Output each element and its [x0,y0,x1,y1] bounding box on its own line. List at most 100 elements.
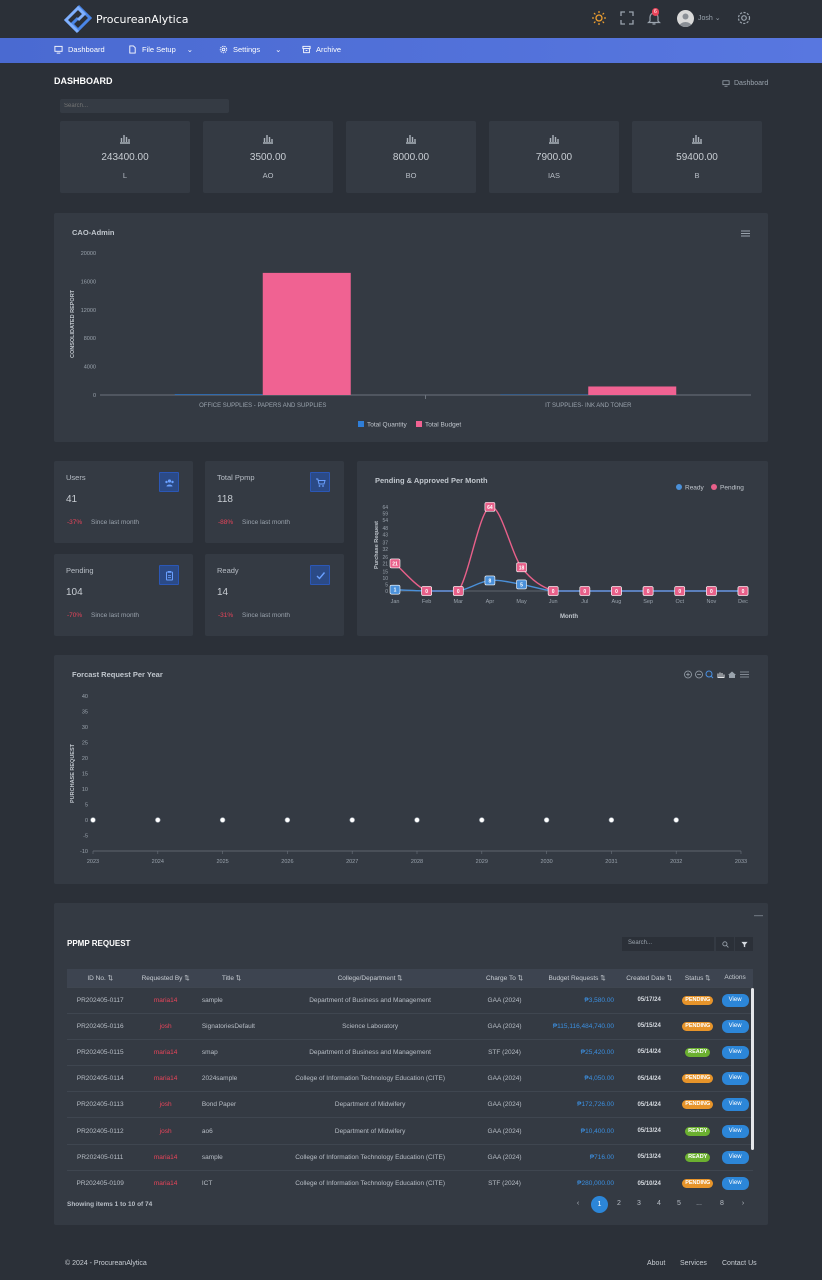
bar [588,386,677,395]
theme-toggle-icon[interactable] [591,10,607,26]
data-point [608,817,615,823]
kpi-since: Since last month [91,519,140,526]
nav-archive[interactable]: Archive [302,45,341,54]
fullscreen-icon[interactable] [619,10,635,26]
data-point [706,586,717,596]
nav-settings-label: Settings [233,45,261,54]
column-header[interactable]: Status ⇅ [678,969,718,987]
nav-file-setup[interactable]: File Setup ⌄ [128,45,193,54]
department-cell: Department of Business and Management [265,986,475,1014]
table-row[interactable]: PR202405-0109 maria14 ICT College of Inform… [67,1169,753,1197]
x-tick-label: 2030 [540,859,552,865]
avatar[interactable] [677,10,694,27]
table-row[interactable]: PR202405-0117 maria14 sample Department of … [67,986,753,1014]
search-button[interactable] [716,937,734,951]
page-button[interactable]: 5 [677,1200,681,1207]
footer-link-about[interactable]: About [647,1260,666,1267]
table-row[interactable]: PR202405-0111 maria14 sample College of Inf… [67,1143,753,1171]
table-search-input[interactable]: Search... [622,937,714,951]
stat-value: 3500.00 [249,152,287,163]
menu-icon[interactable] [740,671,749,678]
view-button[interactable]: View [721,1177,749,1191]
title-cell: ao6 [197,1117,266,1145]
brand-name[interactable]: ProcureanAlytica [96,13,189,26]
nav-dashboard[interactable]: Dashboard [54,45,105,54]
data-label: 0 [647,589,650,595]
department-cell: Department of Midwifery [265,1117,475,1145]
page-button[interactable]: 1 [591,1196,608,1213]
kpi-title: Ready [217,566,239,575]
chart-title: Forcast Request Per Year [72,670,163,679]
chart-toolbar[interactable] [683,670,751,679]
collapse-icon[interactable]: — [754,910,763,920]
stat-label: L [122,171,128,180]
next-page-button[interactable]: › [741,1200,745,1207]
view-button[interactable]: View [721,1124,749,1138]
column-header[interactable]: Charge To ⇅ [474,969,535,987]
bar-chart-icon [120,135,130,144]
status-cell: PENDING [678,1169,718,1197]
user-menu[interactable]: Josh ⌄ [698,15,721,22]
page-button[interactable]: 8 [720,1200,724,1207]
footer-link-services[interactable]: Services [680,1260,707,1267]
prev-page-button[interactable]: ‹ [576,1200,580,1207]
gear-icon[interactable] [736,10,752,26]
table-scrollbar[interactable] [751,988,754,1150]
department-cell: Department of Business and Management [265,1038,475,1066]
table-row[interactable]: PR202405-0115 maria14 smap Department of Bu… [67,1038,753,1066]
y-tick-label: 15 [382,569,388,575]
view-button[interactable]: View [721,1019,749,1033]
legend-label: Total Quantity [367,422,407,429]
breadcrumb[interactable]: Dashboard [722,80,768,87]
view-button[interactable]: View [721,1098,749,1112]
status-cell: READY [678,1143,718,1171]
column-header[interactable]: College/Department ⇅ [265,969,475,987]
view-button[interactable]: View [721,1072,749,1086]
nav-settings[interactable]: Settings ⌄ [219,45,281,54]
created-date-cell: 05/17/24 [620,986,679,1014]
view-button[interactable]: View [721,1045,749,1059]
page-button[interactable]: 2 [617,1200,621,1207]
column-header[interactable]: Budget Requests ⇅ [534,969,621,987]
column-header[interactable]: Title ⇅ [197,969,266,987]
x-axis-label: Month [560,614,578,620]
table-row[interactable]: PR202405-0112 josh ao6 Department of Midwif… [67,1117,753,1145]
pan-icon[interactable] [717,672,725,678]
budget-cell: ₱4,050.00 [534,1065,621,1092]
x-tick-label: Nov [706,599,716,605]
data-point [516,579,527,590]
chevron-down-icon: ⌄ [275,45,282,54]
column-header[interactable]: ID No. ⇅ [67,969,134,987]
footer-link-contact[interactable]: Contact Us [722,1260,757,1267]
top-bar: ProcureanAlytica 6 Josh ⌄ [0,0,822,38]
column-header[interactable]: Actions [717,969,753,987]
home-icon[interactable] [728,671,736,679]
y-tick-label: 32 [382,547,388,553]
zoom-select-icon[interactable] [705,670,714,679]
charge-to-cell: STF (2024) [474,1038,535,1066]
y-tick-label: 20 [82,756,88,762]
menu-icon[interactable] [741,230,750,237]
forecast-chart-card: Forcast Request Per Year -10 -5 0 5 10 15 20 25… [54,655,768,884]
view-button[interactable]: View [721,1150,749,1164]
data-point [547,586,559,596]
filter-button[interactable] [735,937,753,951]
zoom-out-icon[interactable] [695,670,703,679]
status-badge: PENDING [682,995,714,1005]
column-header[interactable]: Created Date ⇅ [620,969,679,987]
data-label: 64 [487,505,493,511]
search-input[interactable] [60,99,229,113]
requested-by-cell: josh [133,1012,198,1040]
zoom-in-icon[interactable] [684,670,692,679]
page-button[interactable]: 3 [637,1200,641,1207]
table-row[interactable]: PR202405-0113 josh Bond Paper Department of… [67,1091,753,1118]
status-badge: READY [685,1152,711,1162]
column-header[interactable]: Requested By ⇅ [133,969,198,987]
table-row[interactable]: PR202405-0116 josh SignatoriesDefault Scien… [67,1012,753,1040]
page-button[interactable]: 4 [657,1200,661,1207]
created-date-cell: 05/14/24 [620,1091,679,1118]
view-button[interactable]: View [721,993,749,1007]
table-row[interactable]: PR202405-0114 maria14 2024sample College of… [67,1065,753,1092]
data-point [516,562,527,573]
data-point [452,586,464,596]
